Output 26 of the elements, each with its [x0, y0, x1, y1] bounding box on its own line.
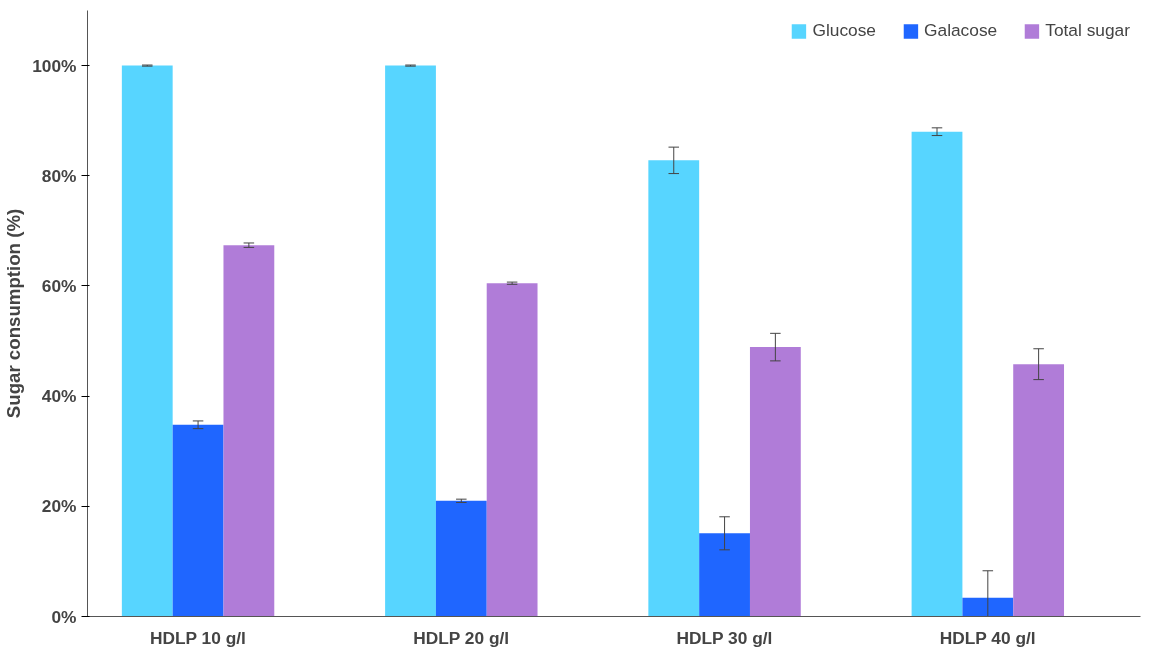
x-tick-label: HDLP 30 g/l [676, 627, 773, 648]
y-tick-label: 80% [41, 165, 77, 186]
legend-label: Glucose [812, 20, 877, 41]
bar [223, 245, 275, 617]
y-tick-label: 100% [32, 55, 77, 76]
bar [1013, 364, 1065, 617]
bar [172, 424, 224, 617]
y-tick-label: 40% [41, 386, 77, 407]
y-axis-title: Sugar consumption (%) [3, 208, 25, 419]
y-tick-label: 20% [41, 496, 77, 517]
bar [486, 283, 538, 617]
bar [699, 533, 750, 617]
y-tick-label: 0% [51, 606, 77, 627]
y-tick-label: 60% [41, 275, 77, 296]
bar [749, 347, 801, 617]
bar [648, 160, 700, 617]
bar [385, 65, 436, 617]
bar [121, 65, 173, 617]
legend-label: Total sugar [1045, 20, 1130, 41]
x-tick-label: HDLP 10 g/l [149, 627, 246, 648]
x-tick-label: HDLP 40 g/l [939, 627, 1036, 648]
x-tick-label: HDLP 20 g/l [413, 627, 510, 648]
bar [962, 597, 1014, 617]
bar [435, 500, 487, 617]
bar [911, 131, 963, 617]
legend-label: Galacose [924, 20, 998, 41]
